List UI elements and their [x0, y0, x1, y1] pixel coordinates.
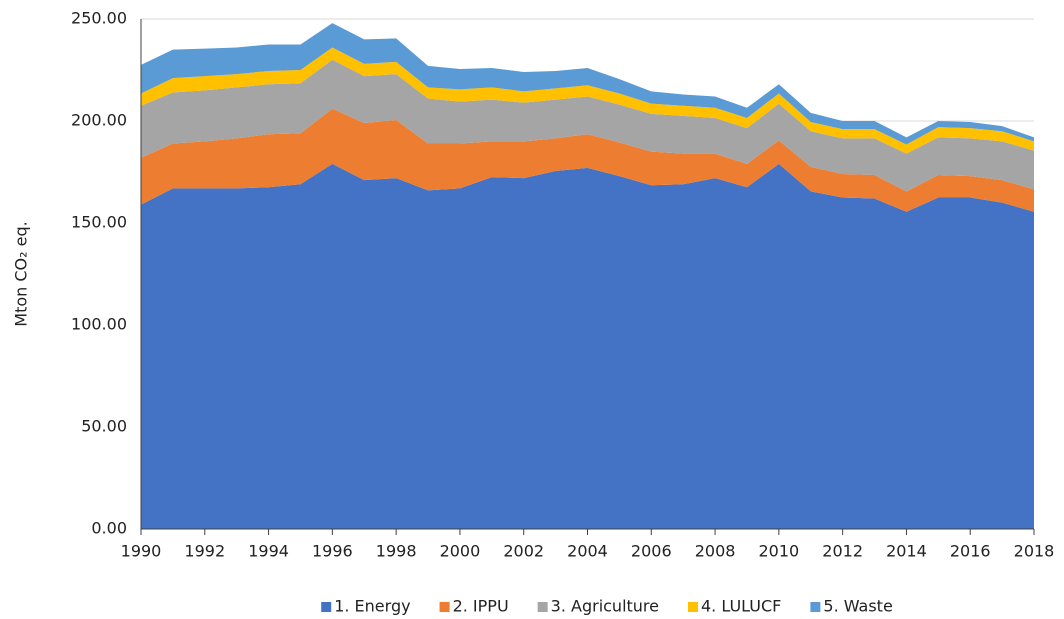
legend-swatch — [439, 602, 450, 612]
x-tick-label: 2002 — [503, 542, 544, 561]
legend-item: 1. Energy — [321, 597, 411, 616]
x-tick-label: 2006 — [631, 542, 672, 561]
legend-label: 1. Energy — [334, 597, 410, 616]
area — [141, 59, 1034, 192]
x-tick-label: 2014 — [886, 542, 927, 561]
legend-item: 3. Agriculture — [537, 597, 659, 616]
y-tick-label: 250.00 — [71, 9, 127, 28]
y-tick-label: 150.00 — [71, 213, 127, 232]
x-tick-label: 2010 — [758, 542, 799, 561]
area — [141, 163, 1034, 529]
x-tick-label: 1998 — [376, 542, 417, 561]
legend-label: 5. Waste — [823, 597, 892, 616]
y-tick-label: 50.00 — [81, 417, 127, 436]
x-tick-label: 2012 — [822, 542, 863, 561]
y-tick-label: 100.00 — [71, 315, 127, 334]
y-tick-label: 200.00 — [71, 111, 127, 130]
area — [141, 108, 1034, 212]
x-tick-label: 2008 — [695, 542, 736, 561]
x-tick-label: 1992 — [184, 542, 225, 561]
legend-swatch — [537, 602, 548, 612]
legend-item: 2. IPPU — [439, 597, 509, 616]
legend-label: 2. IPPU — [453, 597, 509, 616]
legend-item: 4. LULUCF — [688, 597, 781, 616]
legend-swatch — [810, 602, 821, 612]
x-tick-label: 2018 — [1014, 542, 1055, 561]
x-tick-label: 2000 — [440, 542, 481, 561]
x-tick-label: 1994 — [248, 542, 289, 561]
area — [141, 23, 1034, 145]
y-axis-label: Mton CO₂ eq. — [12, 221, 31, 326]
legend-label: 4. LULUCF — [701, 597, 781, 616]
legend-item: 5. Waste — [810, 597, 893, 616]
x-tick-label: 2004 — [567, 542, 608, 561]
legend-swatch — [688, 602, 698, 612]
x-tick-label: 1990 — [121, 542, 162, 561]
legend-swatch — [321, 602, 332, 612]
x-tick-label: 1996 — [312, 542, 353, 561]
area — [141, 47, 1034, 154]
y-tick-label: 0.00 — [91, 519, 127, 538]
legend-label: 3. Agriculture — [551, 597, 659, 616]
x-tick-label: 2016 — [950, 542, 991, 561]
